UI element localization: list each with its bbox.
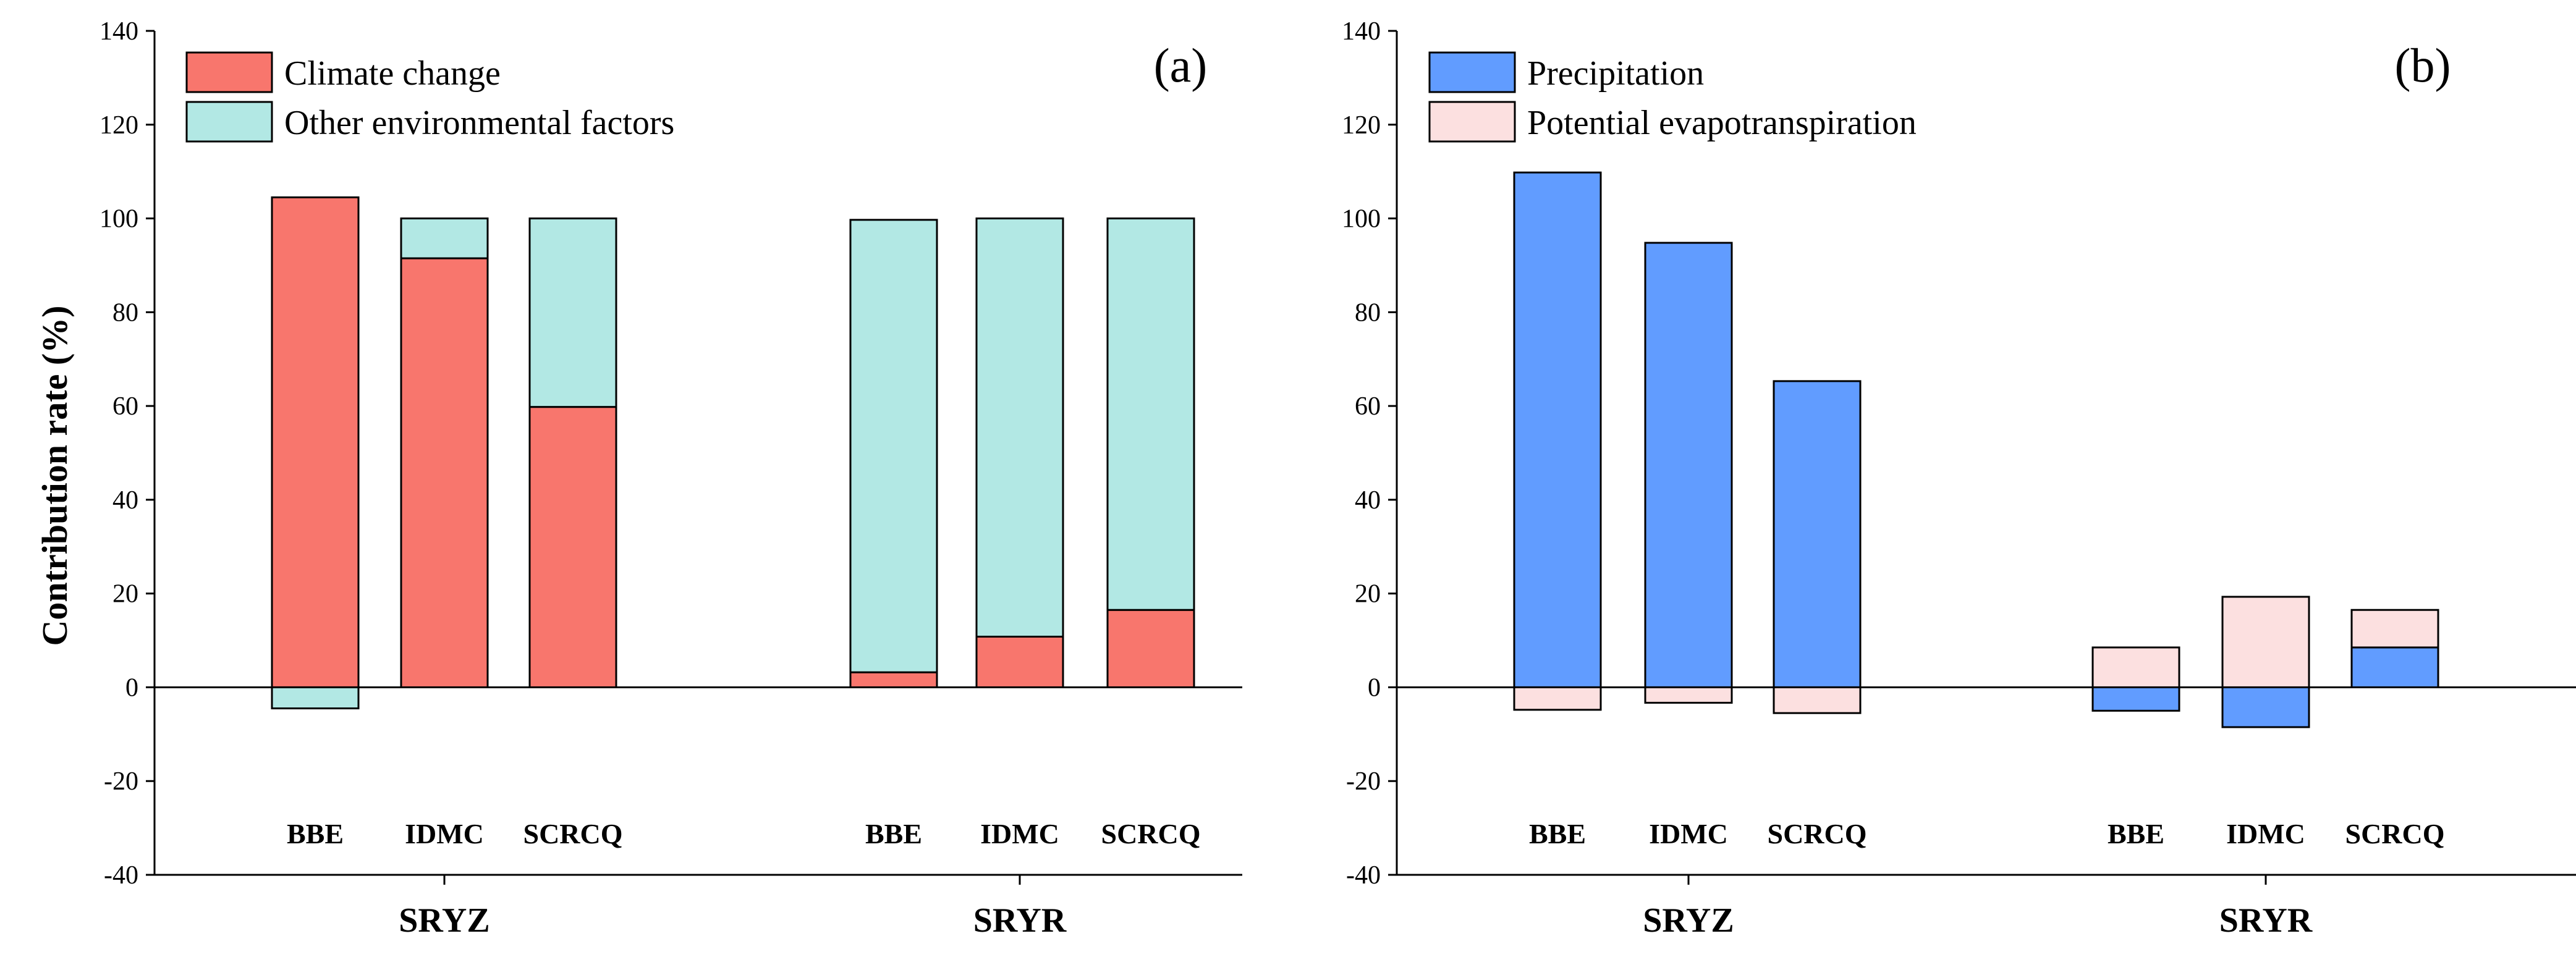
bar-climate-change (528, 406, 617, 688)
bar-precipitation (1513, 171, 1602, 688)
group-label-sryz: SRYZ (1643, 901, 1734, 940)
category-label: SCRCQ (1101, 818, 1200, 849)
y-tick-label: 80 (112, 298, 138, 327)
category-label: BBE (2108, 818, 2164, 849)
category-label: SCRCQ (2345, 818, 2444, 849)
legend-swatch-climate-change (185, 51, 273, 93)
category-label: SCRCQ (1767, 818, 1866, 849)
legend-swatch-potential-evapotranspiration (1428, 101, 1516, 143)
bar-precipitation (2350, 646, 2439, 688)
category-label: IDMC (1649, 818, 1728, 849)
y-axis-label: Contribution rate (%) (35, 306, 75, 646)
category-label: BBE (865, 818, 922, 849)
group-label-sryz: SRYZ (399, 901, 489, 940)
legend-label-other-environmental-factors: Other environmental factors (284, 104, 674, 142)
legend-label-potential-evapotranspiration: Potential evapotranspiration (1527, 104, 1917, 142)
y-tick-label: -40 (1346, 861, 1381, 890)
panel-label: (b) (2395, 38, 2451, 92)
panel-label: (a) (1154, 38, 1208, 92)
bar-potential-evapotranspiration (1513, 686, 1602, 711)
bar-potential-evapotranspiration (1773, 686, 1862, 714)
legend-swatch-precipitation (1428, 51, 1516, 93)
bar-other-environmental-factors (400, 217, 489, 259)
bar-potential-evapotranspiration (2091, 646, 2180, 688)
bar-climate-change (975, 635, 1064, 688)
category-label: SCRCQ (523, 818, 622, 849)
y-tick-label: -20 (104, 767, 138, 796)
y-tick-label: 140 (100, 17, 138, 46)
legend-label-precipitation: Precipitation (1527, 54, 1704, 93)
bar-climate-change (1106, 609, 1195, 688)
y-tick-label: 60 (112, 392, 138, 421)
bar-other-environmental-factors (528, 217, 617, 408)
category-label: IDMC (405, 818, 484, 849)
panel-a: Contribution rate (%) (a) Climate change… (35, 17, 1242, 940)
bar-other-environmental-factors (1106, 217, 1195, 611)
bar-precipitation (2221, 686, 2310, 728)
y-tick-label: 120 (1342, 111, 1381, 140)
y-tick-label: 100 (100, 205, 138, 234)
bar-precipitation (1644, 242, 1733, 688)
bar-precipitation (1773, 380, 1862, 688)
y-tick-label: 20 (112, 580, 138, 609)
y-tick-label: 40 (1355, 486, 1381, 515)
legend-swatch-other-environmental-factors (185, 101, 273, 143)
y-tick-label: 60 (1355, 392, 1381, 421)
bar-potential-evapotranspiration (2221, 596, 2310, 688)
category-label: BBE (287, 818, 344, 849)
legend-label-climate-change: Climate change (284, 54, 501, 93)
y-tick-label: 100 (1342, 205, 1381, 234)
bar-other-environmental-factors (849, 219, 938, 673)
panel-b: (b) Precipitation Potential evapotranspi… (1342, 17, 2576, 940)
y-tick-label: 140 (1342, 17, 1381, 46)
group-label-sryr: SRYR (2219, 901, 2313, 940)
y-tick-label: 0 (125, 673, 138, 702)
category-label: IDMC (980, 818, 1059, 849)
y-tick-label: 20 (1355, 580, 1381, 609)
y-tick-label: 80 (1355, 298, 1381, 327)
bar-precipitation (2091, 686, 2180, 712)
y-tick-label: 40 (112, 486, 138, 515)
y-tick-label: -20 (1346, 767, 1381, 796)
bar-potential-evapotranspiration (1644, 686, 1733, 704)
bar-climate-change (849, 671, 938, 688)
category-label: IDMC (2226, 818, 2305, 849)
y-tick-label: 0 (1368, 673, 1381, 702)
bar-other-environmental-factors (975, 217, 1064, 638)
category-label: BBE (1529, 818, 1586, 849)
bar-climate-change (400, 257, 489, 688)
bar-potential-evapotranspiration (2350, 609, 2439, 649)
y-tick-label: 120 (100, 111, 138, 140)
y-tick-label: -40 (104, 861, 138, 890)
bar-other-environmental-factors (271, 686, 360, 710)
group-label-sryr: SRYR (973, 901, 1067, 940)
bar-climate-change (271, 196, 360, 688)
